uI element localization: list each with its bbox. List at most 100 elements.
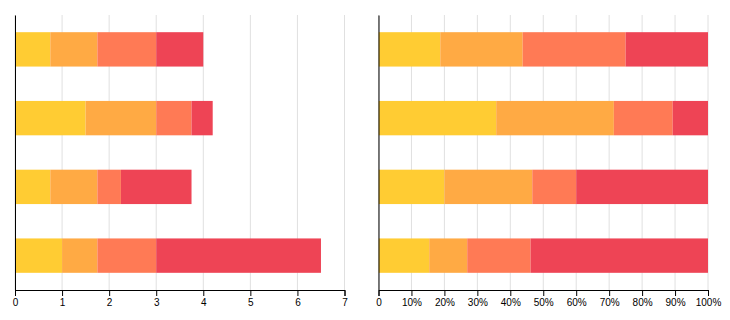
tick-label: 2	[107, 297, 113, 308]
bar-segment	[379, 32, 441, 66]
tick-label: 90%	[666, 297, 686, 308]
bar-segment	[15, 238, 62, 272]
tick-label: 100%	[696, 297, 722, 308]
tick-mark	[109, 290, 110, 296]
tick-label: 0	[376, 297, 382, 308]
tick-mark	[345, 290, 346, 296]
tick-mark	[15, 290, 16, 296]
tick: 10%	[402, 290, 422, 308]
bar-segment	[444, 170, 532, 204]
axis-line	[16, 291, 346, 297]
y-axis	[379, 16, 380, 291]
tick-mark	[543, 290, 544, 296]
bar-segment	[50, 170, 97, 204]
tick-mark	[379, 290, 380, 296]
tick-label: 5	[248, 297, 254, 308]
panel: 0 1 2 3 4 5 6 7	[13, 15, 349, 308]
axis-line	[379, 291, 709, 297]
tick: 100%	[696, 290, 722, 308]
grid-line	[344, 15, 345, 290]
tick-mark	[411, 290, 412, 296]
series	[97, 32, 191, 273]
bar-segment	[532, 170, 576, 204]
tick: 20%	[435, 290, 455, 308]
tick: 80%	[633, 290, 653, 308]
tick: 50%	[534, 290, 554, 308]
tick: 60%	[567, 290, 587, 308]
bar-segment	[626, 32, 708, 66]
tick-label: 4	[201, 297, 207, 308]
series	[379, 32, 497, 273]
tick-mark	[156, 290, 157, 296]
bar-segment	[673, 101, 708, 135]
bars	[15, 32, 321, 273]
x-axis: 0 10% 20% 30% 40% 50% 60% 70% 80% 90% 100%	[376, 290, 721, 308]
bar-segment	[15, 32, 50, 66]
tick-mark	[576, 290, 577, 296]
grid	[15, 15, 345, 290]
y-axis	[15, 16, 16, 291]
tick: 70%	[600, 290, 620, 308]
tick: 90%	[666, 290, 686, 308]
tick-label: 40%	[501, 297, 521, 308]
series	[50, 32, 156, 273]
tick-label: 3	[154, 297, 160, 308]
tick-label: 6	[295, 297, 301, 308]
tick: 7	[342, 290, 348, 308]
bar-segment	[97, 32, 156, 66]
tick-label: 20%	[435, 297, 455, 308]
bar-segment	[531, 238, 708, 272]
bar-segment	[15, 101, 86, 135]
tick: 0	[13, 290, 19, 308]
bar-segment	[429, 238, 467, 272]
tick-label: 0	[13, 297, 19, 308]
bar-segment	[379, 101, 497, 135]
tick: 3	[154, 290, 160, 308]
tick-label: 1	[60, 297, 66, 308]
tick-label: 80%	[633, 297, 653, 308]
bar-segment	[50, 32, 97, 66]
tick-label: 50%	[534, 297, 554, 308]
tick-mark	[250, 290, 251, 296]
bars	[379, 32, 709, 273]
panel: 0 10% 20% 30% 40% 50% 60% 70% 80% 90% 100%	[376, 15, 721, 308]
tick-mark	[444, 290, 445, 296]
tick: 30%	[468, 290, 488, 308]
tick: 40%	[501, 290, 521, 308]
grid-line	[15, 15, 16, 290]
grid-line	[378, 15, 379, 290]
bar-segment	[192, 101, 213, 135]
bar-segment	[97, 238, 156, 272]
axis-line	[15, 16, 16, 291]
tick-mark	[297, 290, 298, 296]
tick-mark	[642, 290, 643, 296]
series	[531, 32, 708, 273]
bar-segment	[156, 101, 191, 135]
bar-segment	[121, 170, 192, 204]
series	[467, 32, 672, 273]
bar-segment	[62, 238, 97, 272]
bar-segment	[379, 238, 430, 272]
bar-segment	[379, 170, 445, 204]
x-axis: 0 1 2 3 4 5 6 7	[13, 290, 349, 308]
tick-label: 30%	[468, 297, 488, 308]
tick-label: 70%	[600, 297, 620, 308]
tick-label: 60%	[567, 297, 587, 308]
tick: 5	[248, 290, 254, 308]
tick: 6	[295, 290, 301, 308]
series	[121, 32, 321, 273]
tick: 1	[60, 290, 66, 308]
tick: 0	[376, 290, 382, 308]
bar-segment	[156, 238, 321, 272]
bar-segment	[576, 170, 708, 204]
tick-mark	[675, 290, 676, 296]
bar-segment	[15, 170, 50, 204]
chart-root: 0 1 2 3 4 5 6 7 0 10% 20% 30% 40% 50% 60% 70% 80% 90% 100%	[0, 0, 730, 320]
tick-mark	[510, 290, 511, 296]
series	[429, 32, 614, 273]
tick-label: 7	[342, 297, 348, 308]
tick-mark	[708, 290, 709, 296]
series	[15, 32, 86, 273]
bar-segment	[614, 101, 673, 135]
bar-segment	[467, 238, 530, 272]
